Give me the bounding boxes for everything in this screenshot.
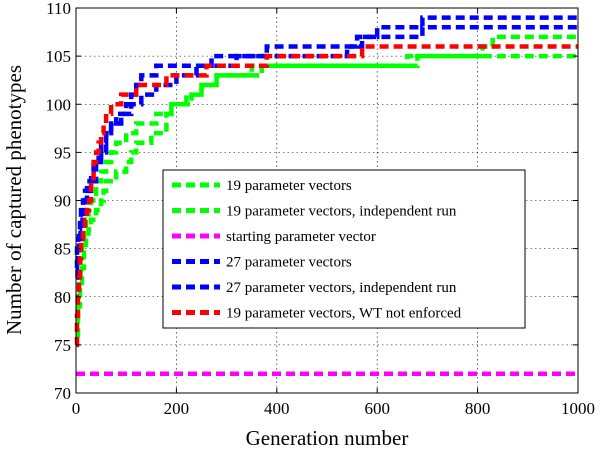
legend-label-3: starting parameter vector xyxy=(226,229,376,245)
series-line-6 xyxy=(74,44,578,348)
y-tick-label: 100 xyxy=(46,95,72,114)
series-layer xyxy=(74,15,578,377)
x-tick-label: 400 xyxy=(264,399,290,418)
legend: 19 parameter vectors 19 parameter vectors… xyxy=(162,169,526,329)
legend-label-2: 19 parameter vectors, independent run xyxy=(226,204,457,220)
y-tick-label: 105 xyxy=(46,47,72,66)
y-axis-label: Number of captured phenotypes xyxy=(2,65,26,335)
x-tick-label: 200 xyxy=(164,399,190,418)
y-tick-label: 80 xyxy=(54,288,71,307)
y-tick-label: 95 xyxy=(54,143,71,162)
x-axis-label: Generation number xyxy=(246,426,409,450)
x-tick-label: 600 xyxy=(364,399,390,418)
y-tick-label: 110 xyxy=(46,0,71,18)
legend-label-4: 27 parameter vectors xyxy=(226,255,352,271)
grid-lines xyxy=(76,8,578,393)
x-tick-label: 800 xyxy=(465,399,491,418)
x-tick-label: 0 xyxy=(72,399,81,418)
y-tick-label: 90 xyxy=(54,192,71,211)
series-line-4 xyxy=(74,15,578,271)
legend-label-5: 27 parameter vectors, independent run xyxy=(226,280,457,296)
axis-ticks: 0 200 400 600 800 1000 70 75 80 85 90 95 100 105 110 xyxy=(46,0,596,418)
x-tick-label: 1000 xyxy=(561,399,595,418)
y-tick-label: 70 xyxy=(54,384,71,403)
legend-box xyxy=(162,169,526,329)
legend-label-1: 19 parameter vectors xyxy=(226,178,352,194)
y-tick-label: 85 xyxy=(54,240,71,259)
y-tick-label: 75 xyxy=(54,336,71,355)
series-line-2 xyxy=(75,53,578,338)
legend-label-6: 19 parameter vectors, WT not enforced xyxy=(226,306,462,322)
